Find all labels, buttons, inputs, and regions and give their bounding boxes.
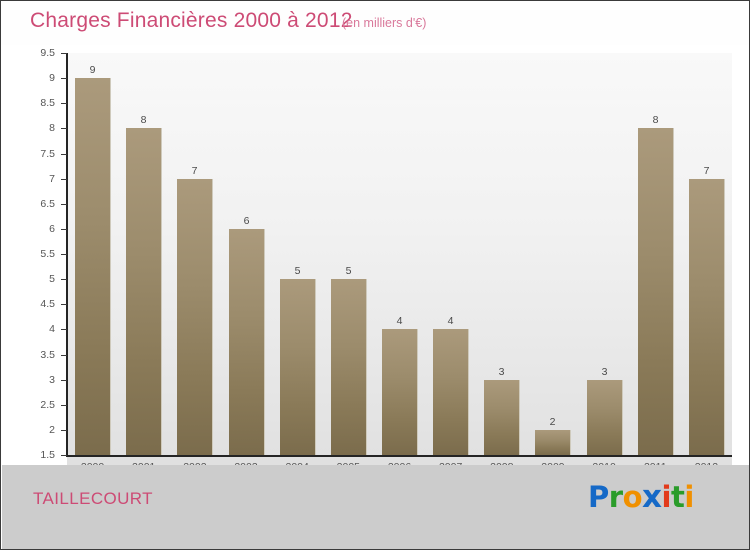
- page-title: Charges Financières 2000 à 2012: [30, 9, 353, 32]
- bar[interactable]: [331, 279, 367, 455]
- bar-value-label: 5: [294, 265, 301, 278]
- bar-group[interactable]: 4: [382, 315, 418, 455]
- bar-group[interactable]: 8: [126, 114, 162, 455]
- bar-value-label: 8: [140, 114, 147, 127]
- y-axis-label: 9: [49, 72, 55, 85]
- bar-value-label: 8: [652, 114, 659, 127]
- y-axis-label: 2: [49, 423, 55, 436]
- bar-group[interactable]: 5: [331, 265, 367, 455]
- bar-value-label: 7: [703, 164, 710, 177]
- y-axis-label: 4.5: [40, 298, 55, 311]
- bar[interactable]: [75, 78, 111, 455]
- bar-value-label: 2: [549, 415, 556, 428]
- y-axis-label: 7: [49, 172, 55, 185]
- bar-value-label: 4: [396, 315, 403, 328]
- logo-letter: t: [670, 480, 685, 514]
- y-axis-label: 3: [49, 373, 55, 386]
- bar[interactable]: [484, 379, 520, 455]
- y-axis-label: 1.5: [40, 449, 55, 461]
- y-axis-tick: [61, 153, 67, 155]
- logo-letter: x: [642, 479, 662, 515]
- y-axis-tick: [61, 53, 67, 54]
- bar[interactable]: [587, 379, 623, 455]
- plot-region: 1.5 2 2.5 3 3.5 4 4.5 5 5.5 6 6.5 7 7.5 8 8.5 9 9.5 9 8 7 6…: [2, 45, 749, 496]
- bar-value-label: 3: [498, 365, 505, 378]
- bar-group[interactable]: 2: [535, 416, 571, 455]
- bar-group[interactable]: 5: [280, 265, 316, 455]
- bar-group[interactable]: 6: [229, 215, 265, 455]
- bar[interactable]: [433, 329, 469, 455]
- y-axis-label: 5: [49, 273, 55, 286]
- bar-value-label: 3: [601, 365, 608, 378]
- y-axis-tick: [61, 329, 67, 331]
- bar-group[interactable]: 3: [484, 366, 520, 455]
- logo-letter: r: [608, 480, 623, 514]
- bar-group[interactable]: 4: [433, 315, 469, 455]
- y-axis-tick: [61, 128, 67, 130]
- y-axis-tick: [61, 404, 67, 406]
- x-axis-line: [66, 455, 732, 457]
- bar[interactable]: [382, 329, 418, 455]
- y-axis-label: 4: [49, 323, 55, 336]
- bar[interactable]: [177, 178, 213, 455]
- y-axis-tick: [61, 178, 67, 180]
- chart-footer: TAILLECOURT Proxiti: [2, 465, 749, 549]
- bar-value-label: 4: [447, 315, 454, 328]
- commune-name: TAILLECOURT: [33, 489, 153, 508]
- bar-group[interactable]: 8: [638, 114, 674, 455]
- bar-value-label: 6: [243, 214, 250, 227]
- logo-letter: i: [661, 480, 672, 514]
- y-axis-tick: [61, 254, 67, 255]
- y-axis-tick: [61, 228, 67, 230]
- y-axis-label: 8.5: [40, 97, 55, 110]
- y-axis-label: 6.5: [40, 197, 55, 210]
- bar[interactable]: [689, 178, 725, 455]
- y-axis-tick: [61, 304, 67, 306]
- y-axis-line: [66, 53, 68, 457]
- bar[interactable]: [126, 128, 162, 455]
- y-axis-label: 7.5: [40, 147, 55, 160]
- logo-letter: o: [622, 480, 643, 514]
- proxiti-logo[interactable]: Proxiti: [588, 479, 694, 515]
- bar-value-label: 7: [191, 164, 198, 177]
- chart-subtitle: (en milliers d'€): [342, 16, 427, 30]
- bar[interactable]: [280, 279, 316, 455]
- y-axis-tick: [61, 354, 67, 356]
- y-axis-tick: [61, 455, 67, 456]
- bar[interactable]: [638, 128, 674, 455]
- y-axis-tick: [61, 203, 67, 205]
- bar[interactable]: [229, 228, 265, 455]
- bar[interactable]: [535, 429, 571, 455]
- bar-value-label: 5: [345, 265, 352, 278]
- logo-letter: P: [588, 480, 609, 514]
- bar-group[interactable]: 9: [75, 64, 111, 455]
- y-axis-label: 9.5: [40, 47, 55, 59]
- y-axis-label: 8: [49, 122, 55, 135]
- y-axis-label: 2.5: [40, 398, 55, 411]
- logo-letter: i: [684, 480, 694, 514]
- chart-header: Charges Financières 2000 à 2012 (en mill…: [1, 1, 749, 45]
- y-axis-label: 6: [49, 222, 55, 235]
- bar-value-label: 9: [89, 64, 96, 77]
- y-axis-tick: [61, 279, 67, 281]
- y-axis-tick: [61, 379, 67, 381]
- y-axis-label: 5.5: [40, 248, 55, 260]
- bar-group[interactable]: 3: [587, 366, 623, 455]
- bar-group[interactable]: 7: [177, 165, 213, 455]
- y-axis-tick: [61, 429, 67, 431]
- y-axis-tick: [61, 78, 67, 80]
- y-axis-tick: [61, 103, 67, 105]
- y-axis-label: 3.5: [40, 348, 55, 361]
- bar-group[interactable]: 7: [689, 165, 725, 455]
